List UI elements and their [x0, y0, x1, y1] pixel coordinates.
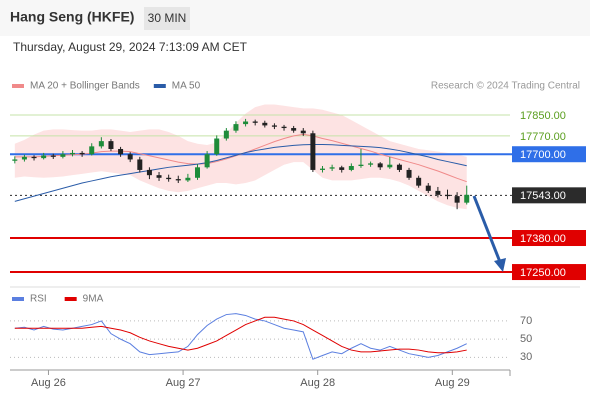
- title: Hang Seng (HKFE): [10, 9, 134, 25]
- candle-body: [348, 166, 354, 170]
- candle-body: [41, 155, 47, 159]
- candle-body: [291, 128, 297, 131]
- candle-body: [108, 141, 114, 149]
- candle-body: [50, 155, 56, 157]
- candle-body: [31, 156, 37, 159]
- candle-body: [435, 190, 441, 195]
- candle-body: [252, 121, 258, 123]
- legend-label: MA 20 + Bollinger Bands: [30, 81, 140, 92]
- bollinger-band: [14, 104, 467, 210]
- candle-body: [310, 133, 316, 170]
- candle-body: [406, 169, 412, 178]
- candle-body: [445, 194, 450, 197]
- candle-body: [320, 168, 325, 170]
- candle-body: [195, 167, 200, 178]
- legend-swatch: [153, 84, 166, 88]
- candle-body: [127, 154, 133, 160]
- candle-body: [387, 164, 393, 168]
- legend-swatch: [12, 297, 24, 301]
- level-box: [512, 187, 586, 204]
- candle-body: [425, 185, 431, 191]
- candle-body: [204, 154, 210, 168]
- candle-body: [454, 196, 460, 203]
- candle-body: [464, 194, 470, 203]
- legend-swatch: [12, 84, 24, 88]
- candle-body: [281, 126, 287, 129]
- x-tick-label: Aug 28: [300, 377, 335, 389]
- candle-body: [166, 177, 172, 180]
- candle-body: [12, 159, 18, 161]
- x-tick-label: Aug 26: [31, 377, 66, 389]
- candle-body: [368, 163, 374, 165]
- level-box: [512, 230, 586, 247]
- candle-body: [146, 169, 152, 176]
- header-bar: [0, 0, 590, 36]
- level-label: 17543.00: [520, 190, 566, 202]
- rsi-line: [14, 316, 467, 354]
- level-box: [512, 264, 586, 281]
- datetime: Thursday, August 29, 2024 7:13:09 AM CET: [13, 40, 248, 54]
- legend-label: RSI: [30, 294, 47, 305]
- candle-body: [339, 167, 345, 170]
- candle-body: [89, 146, 95, 155]
- candle-body: [416, 177, 422, 186]
- candle-body: [137, 159, 143, 170]
- candle-body: [98, 141, 104, 147]
- candle-body: [243, 121, 249, 125]
- candle-body: [262, 122, 268, 126]
- x-tick-label: Aug 29: [435, 377, 470, 389]
- legend-label: MA 50: [172, 81, 201, 92]
- rsi-line: [14, 313, 467, 360]
- level-label: 17700.00: [520, 149, 566, 161]
- candle-body: [214, 138, 220, 155]
- level-label: 17850.00: [520, 110, 566, 122]
- y-tick-label: 50: [520, 333, 532, 345]
- credit: Research © 2024 Trading Central: [431, 81, 580, 92]
- candle-body: [396, 164, 402, 170]
- level-label: 17380.00: [520, 233, 566, 245]
- candle-body: [300, 130, 306, 134]
- candle-body: [377, 163, 383, 168]
- candle-body: [21, 156, 27, 160]
- candle-body: [156, 175, 162, 178]
- candle-body: [329, 167, 335, 169]
- candle-body: [118, 148, 124, 155]
- candle-body: [185, 177, 191, 181]
- x-tick-label: Aug 27: [166, 377, 201, 389]
- level-label: 17250.00: [520, 267, 566, 279]
- legend-label: 9MA: [83, 294, 104, 305]
- candle-body: [358, 164, 364, 167]
- y-tick-label: 70: [520, 315, 532, 327]
- arrow-head: [494, 258, 506, 272]
- timeframe: 30 MIN: [148, 11, 187, 25]
- forecast-arrow: [472, 195, 502, 263]
- legend-swatch: [64, 297, 77, 301]
- candle-body: [271, 125, 277, 127]
- level-label: 17770.00: [520, 131, 566, 143]
- candle-body: [223, 130, 229, 139]
- candle-body: [175, 179, 181, 181]
- candle-body: [60, 154, 66, 157]
- candle-body: [79, 152, 85, 155]
- candle-body: [70, 152, 75, 155]
- level-box: [512, 146, 586, 163]
- ma-line: [14, 144, 467, 202]
- y-tick-label: 30: [520, 351, 532, 363]
- candle-body: [233, 124, 239, 131]
- timeframe-box: [144, 7, 190, 30]
